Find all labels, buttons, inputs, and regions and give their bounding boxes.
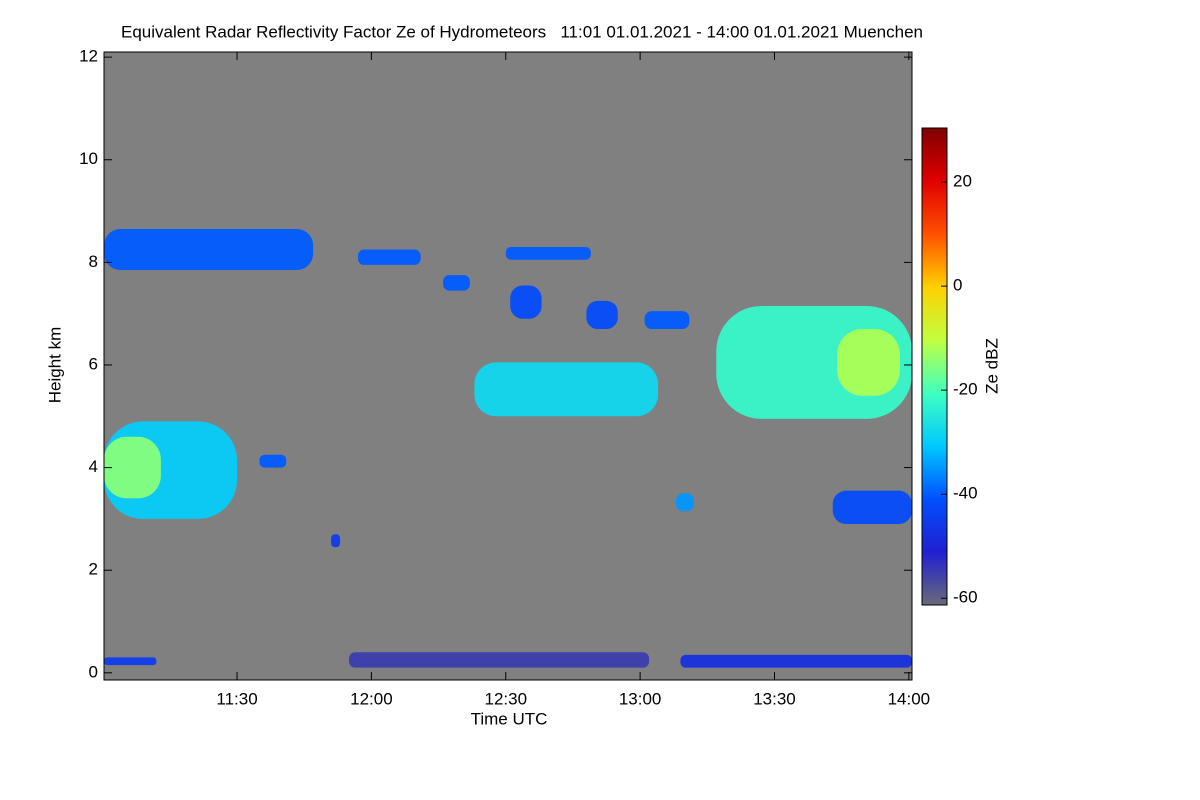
echo-region: [505, 246, 591, 260]
echo-region: [357, 249, 421, 265]
echo-region: [104, 657, 157, 666]
echo-region: [104, 436, 161, 499]
echo-region: [259, 454, 287, 468]
x-tick-label: 11:30: [216, 689, 257, 708]
y-tick-label: 10: [79, 149, 98, 168]
y-tick-label: 2: [89, 560, 98, 579]
echo-region: [837, 329, 900, 396]
x-tick-label: 14:00: [888, 689, 931, 708]
echo-region: [443, 275, 470, 291]
echo-region: [680, 654, 912, 668]
y-tick-label: 6: [89, 354, 98, 373]
echo-region: [586, 300, 618, 330]
echo-region: [510, 285, 542, 319]
x-tick-label: 12:30: [484, 689, 527, 708]
echo-region: [331, 534, 341, 548]
colorbar-tick-label: -20: [953, 380, 978, 399]
colorbar: [921, 127, 948, 606]
echo-region: [104, 229, 314, 271]
y-tick-label: 4: [89, 457, 98, 476]
plot-frame: [103, 51, 913, 681]
echo-region: [832, 490, 912, 525]
x-tick-label: 13:30: [753, 689, 796, 708]
echo-region: [675, 493, 694, 512]
y-tick-label: 8: [89, 252, 98, 271]
x-axis-label: Time UTC: [471, 709, 548, 728]
chart-title: Equivalent Radar Reflectivity Factor Ze …: [121, 22, 923, 41]
y-axis-label: Height km: [45, 327, 64, 404]
y-tick-label: 12: [79, 47, 98, 66]
echo-region: [474, 362, 659, 417]
colorbar-label: Ze dBZ: [982, 338, 1001, 394]
colorbar-tick-label: 0: [953, 276, 962, 295]
x-tick-label: 13:00: [619, 689, 662, 708]
echo-region: [644, 311, 690, 330]
colorbar-tick-label: -40: [953, 484, 978, 503]
x-tick-label: 12:00: [350, 689, 393, 708]
colorbar-tick-label: -60: [953, 588, 978, 607]
y-tick-label: 0: [89, 662, 98, 681]
echo-region: [348, 652, 650, 668]
colorbar-tick-label: 20: [953, 172, 972, 191]
